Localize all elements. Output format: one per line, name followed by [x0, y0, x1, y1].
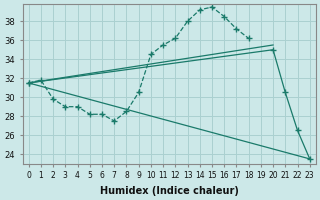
X-axis label: Humidex (Indice chaleur): Humidex (Indice chaleur)	[100, 186, 239, 196]
